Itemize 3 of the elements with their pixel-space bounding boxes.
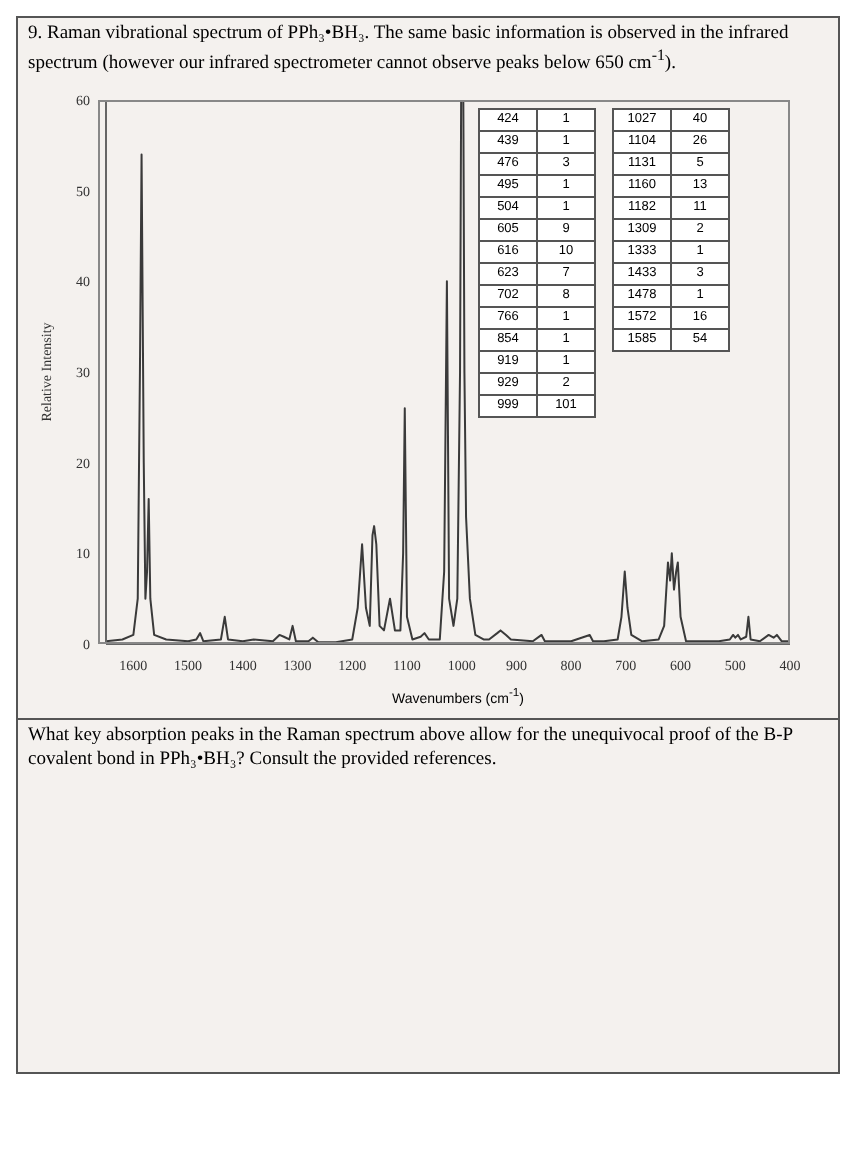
text: What key absorption peaks in the Raman spectrum above allow for the unequivocal proof of the B-P covalent bond in PPh₃•BH₃? Consult the provided references. <box>18 718 838 1073</box>
line-series <box>106 99 790 644</box>
chart-title: 9. Raman vibrational spectrum of PPh₃•BH₃. The same basic information is observed in the infrared spectrum (however our infrared spectrometer cannot observe peaks below 650 cm$^{-1}$). <box>26 22 791 80</box>
